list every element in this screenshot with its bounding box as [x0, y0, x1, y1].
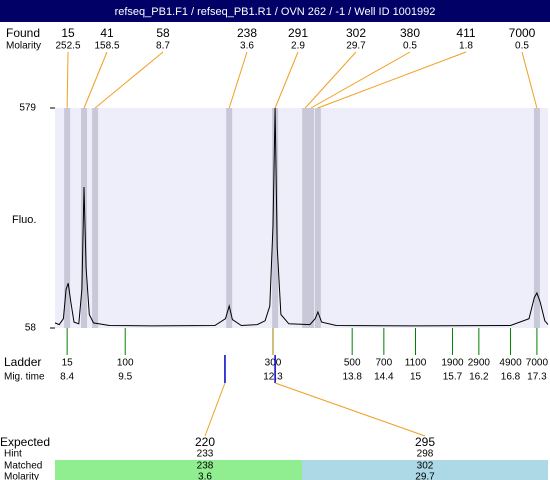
ladder-time: 8.4 — [60, 372, 74, 383]
found-connector — [228, 51, 248, 109]
found-size: 238 — [237, 26, 257, 40]
ladder-size: 100 — [117, 358, 134, 369]
expected-band — [302, 460, 548, 480]
found-molarity: 158.5 — [94, 41, 119, 52]
found-connector — [304, 51, 357, 109]
ladder-time: 15 — [410, 372, 422, 383]
peak-band — [226, 108, 233, 328]
found-size: 302 — [346, 26, 366, 40]
title-bar — [0, 0, 550, 22]
molarity-label: Molarity — [6, 41, 41, 52]
matched-label: Matched — [4, 461, 42, 472]
peak-band — [308, 108, 315, 328]
ladder-size: 700 — [375, 358, 392, 369]
ladder-time: 15.7 — [443, 372, 463, 383]
found-size: 291 — [288, 26, 308, 40]
found-molarity: 29.7 — [346, 41, 366, 52]
expected-hint: 298 — [417, 449, 434, 460]
expected-size: 295 — [415, 435, 435, 449]
expected-molarity: 29.7 — [415, 472, 435, 480]
found-molarity: 2.9 — [291, 41, 305, 52]
y-axis-label: Fluo. — [12, 214, 36, 226]
ladder-label: Ladder — [4, 355, 41, 369]
found-molarity: 3.6 — [240, 41, 254, 52]
expected-matched: 238 — [197, 461, 214, 472]
peak-band — [81, 108, 88, 328]
ladder-size: 300 — [265, 358, 282, 369]
expected-molarity-label: Molarity — [4, 472, 39, 480]
found-molarity: 0.5 — [403, 41, 417, 52]
peak-band — [302, 108, 309, 328]
expected-matched: 302 — [417, 461, 434, 472]
mig-time-label: Mig. time — [4, 372, 45, 383]
ladder-size: 2900 — [468, 358, 491, 369]
ladder-size: 1900 — [441, 358, 464, 369]
found-molarity: 1.8 — [459, 41, 473, 52]
peak-band — [314, 108, 321, 328]
ladder-size: 1100 — [405, 358, 427, 369]
peak-band — [533, 108, 540, 328]
ladder-size: 4900 — [499, 358, 522, 369]
found-connector — [317, 51, 467, 109]
ladder-size: 500 — [344, 358, 361, 369]
expected-connector — [274, 382, 426, 437]
found-size: 380 — [400, 26, 420, 40]
found-connector — [94, 51, 164, 109]
plot-area — [55, 108, 548, 328]
y-tick-label: 579 — [19, 103, 36, 114]
expected-connector — [204, 382, 226, 437]
found-molarity: 0.5 — [515, 41, 529, 52]
ladder-time: 16.8 — [501, 372, 521, 383]
y-tick-label: 58 — [25, 323, 37, 334]
ladder-time: 17.3 — [527, 372, 547, 383]
expected-molarity: 3.6 — [198, 472, 212, 480]
found-size: 411 — [456, 26, 475, 40]
found-size: 41 — [100, 26, 114, 40]
found-size: 58 — [156, 26, 170, 40]
ladder-time: 14.4 — [374, 372, 394, 383]
found-connector — [521, 51, 538, 109]
title: refseq_PB1.F1 / refseq_PB1.R1 / OVN 262 … — [115, 6, 436, 18]
trace — [54, 107, 549, 327]
peak-band — [272, 108, 279, 328]
found-connector — [83, 51, 108, 109]
found-connector — [274, 51, 299, 109]
peak-band — [92, 108, 99, 328]
expected-size: 220 — [195, 435, 215, 449]
found-molarity: 8.7 — [156, 41, 170, 52]
found-connector — [66, 51, 69, 109]
ladder-time: 13.8 — [342, 372, 362, 383]
found-size: 15 — [61, 26, 75, 40]
found-connector — [310, 51, 411, 109]
peak-band — [64, 108, 71, 328]
expected-label: Expected — [0, 435, 50, 449]
found-label: Found — [6, 26, 40, 40]
ladder-time: 12.3 — [263, 372, 283, 383]
hint-label: Hint — [4, 449, 22, 460]
ladder-size: 15 — [62, 358, 74, 369]
expected-hint: 233 — [197, 449, 214, 460]
expected-band — [55, 460, 302, 480]
ladder-time: 16.2 — [469, 372, 489, 383]
ladder-size: 7000 — [526, 358, 549, 369]
found-molarity: 252.5 — [55, 41, 80, 52]
ladder-time: 9.5 — [118, 372, 132, 383]
found-size: 7000 — [509, 26, 536, 40]
